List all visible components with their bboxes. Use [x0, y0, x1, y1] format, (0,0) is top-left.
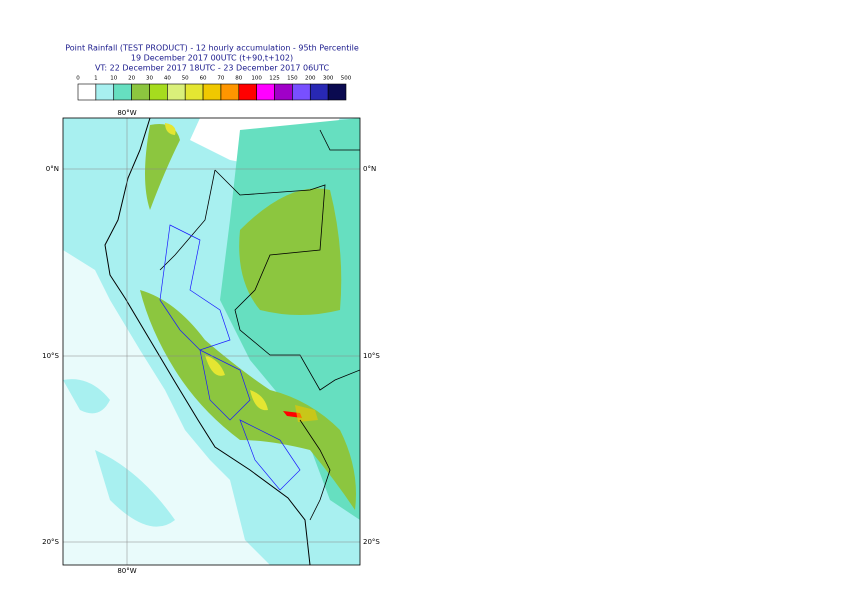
- colorbar-label: 150: [287, 76, 298, 82]
- colorbar-box: [149, 83, 168, 101]
- rain-area: [239, 188, 342, 315]
- colorbar-label: 10: [110, 76, 117, 82]
- colorbar-box: [77, 83, 97, 101]
- colorbar-box: [113, 83, 132, 101]
- colorbar: 0 1 10 20 30 40 50 60 70 80 100 125 150 200 300 500: [76, 76, 352, 101]
- colorbar-label: 40: [164, 76, 171, 82]
- colorbar-box: [131, 83, 150, 101]
- rain-area: [295, 405, 318, 422]
- colorbar-label: 125: [269, 76, 280, 82]
- lon-label: 80°W: [117, 109, 136, 117]
- colorbar-box: [327, 83, 347, 101]
- colorbar-label: 200: [305, 76, 316, 82]
- colorbar-box: [184, 83, 204, 101]
- colorbar-label: 300: [323, 76, 334, 82]
- title-line: 19 December 2017 00UTC (t+90,t+102): [131, 54, 293, 63]
- lat-label: 0°N: [363, 165, 376, 173]
- title-line: Point Rainfall (TEST PRODUCT) - 12 hourl…: [65, 44, 359, 53]
- colorbar-label: 20: [128, 76, 135, 82]
- wet-area: [63, 379, 175, 527]
- lat-label: 20°S: [363, 538, 380, 546]
- graticule: [63, 118, 360, 565]
- colorbar-box: [167, 83, 186, 101]
- coastline: [104, 118, 311, 565]
- lat-label: 10°S: [363, 352, 380, 360]
- colorbar-box: [238, 83, 257, 101]
- colorbar-label: 500: [341, 76, 352, 82]
- colorbar-label: 30: [146, 76, 153, 82]
- colorbar-box: [274, 83, 293, 101]
- colorbar-label: 60: [200, 76, 207, 82]
- rain-area: [145, 124, 180, 210]
- map: [63, 118, 360, 565]
- colorbar-box: [202, 83, 222, 101]
- lon-label: 80°W: [117, 567, 136, 575]
- lat-label: 20°S: [42, 538, 59, 546]
- colorbar-box: [292, 83, 311, 101]
- colorbar-label: 0: [76, 76, 80, 82]
- map-frame: [62, 117, 361, 566]
- colorbar-box: [256, 83, 275, 101]
- colorbar-label: 70: [217, 76, 224, 82]
- colorbar-box: [309, 83, 329, 101]
- colorbar-label: 1: [94, 76, 98, 82]
- colorbar-label: 50: [182, 76, 189, 82]
- border: [159, 129, 360, 521]
- colorbar-label: 80: [235, 76, 242, 82]
- colorbar-label: 100: [251, 76, 262, 82]
- colorbar-box: [220, 83, 240, 101]
- colorbar-box: [95, 83, 115, 101]
- lat-label: 0°N: [46, 165, 59, 173]
- title-line: VT: 22 December 2017 18UTC - 23 December…: [95, 64, 329, 73]
- rain-area: [140, 290, 356, 510]
- province-border: [159, 224, 301, 491]
- lat-label: 10°S: [42, 352, 59, 360]
